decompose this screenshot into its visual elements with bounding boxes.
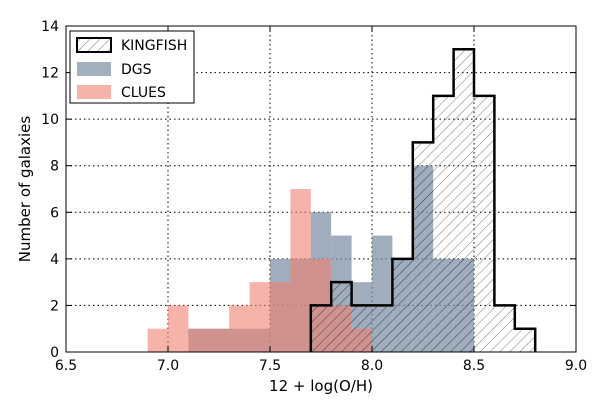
x-tick-label: 7.5 [259, 358, 281, 374]
legend-swatch-clues [77, 85, 111, 99]
legend: KINGFISH DGS CLUES [69, 30, 195, 104]
dgs-kingfish-overlap [372, 305, 393, 352]
clues-bar [188, 328, 209, 352]
dgs-kingfish-overlap [412, 165, 434, 352]
legend-label-dgs: DGS [121, 62, 152, 78]
clues-bar [168, 305, 189, 352]
clues-bar [147, 328, 168, 352]
x-tick-label: 6.5 [55, 358, 77, 374]
dgs-hatch-overlay [310, 165, 474, 352]
y-axis-label: Number of galaxies [16, 116, 34, 263]
clues-bar [249, 282, 270, 352]
x-tick-label: 7.0 [157, 358, 179, 374]
dgs-kingfish-overlap [351, 305, 372, 352]
legend-label-clues: CLUES [121, 85, 166, 101]
kingfish-bar [474, 95, 495, 352]
y-tick-label: 8 [50, 159, 59, 175]
y-tick-label: 4 [50, 252, 59, 268]
clues-bar [290, 189, 311, 352]
axis-ticks: 6.5 7.0 7.5 8.0 8.5 9.0 0 2 4 6 8 10 12 14 [41, 19, 587, 374]
dgs-kingfish-overlap [310, 305, 332, 352]
y-tick-label: 6 [50, 205, 59, 221]
kingfish-outline [309, 48, 537, 352]
y-tick-label: 14 [41, 19, 59, 35]
dgs-kingfish-overlap [392, 258, 413, 352]
y-tick-label: 0 [50, 345, 59, 361]
y-tick-label: 2 [50, 298, 59, 314]
x-tick-label: 8.5 [463, 358, 485, 374]
legend-swatch-kingfish [76, 37, 112, 53]
x-tick-label: 8.0 [361, 358, 383, 374]
x-tick-label: 9.0 [565, 358, 587, 374]
clues-bar [208, 328, 230, 352]
kingfish-bar [514, 328, 536, 352]
kingfish-bar [494, 305, 515, 352]
legend-label-kingfish: KINGFISH [121, 38, 187, 54]
plot-frame [65, 25, 577, 353]
x-axis-label: 12 + log(O/H) [269, 377, 373, 395]
clues-bar [270, 282, 291, 352]
dgs-kingfish-overlap [433, 258, 454, 352]
y-tick-label: 12 [41, 66, 59, 82]
dgs-kingfish-overlap [453, 258, 474, 352]
y-tick-label: 10 [41, 112, 59, 128]
clues-bars [147, 189, 372, 352]
legend-swatch-dgs [77, 62, 111, 76]
clues-bar [229, 305, 250, 352]
dgs-kingfish-overlap [331, 282, 352, 352]
